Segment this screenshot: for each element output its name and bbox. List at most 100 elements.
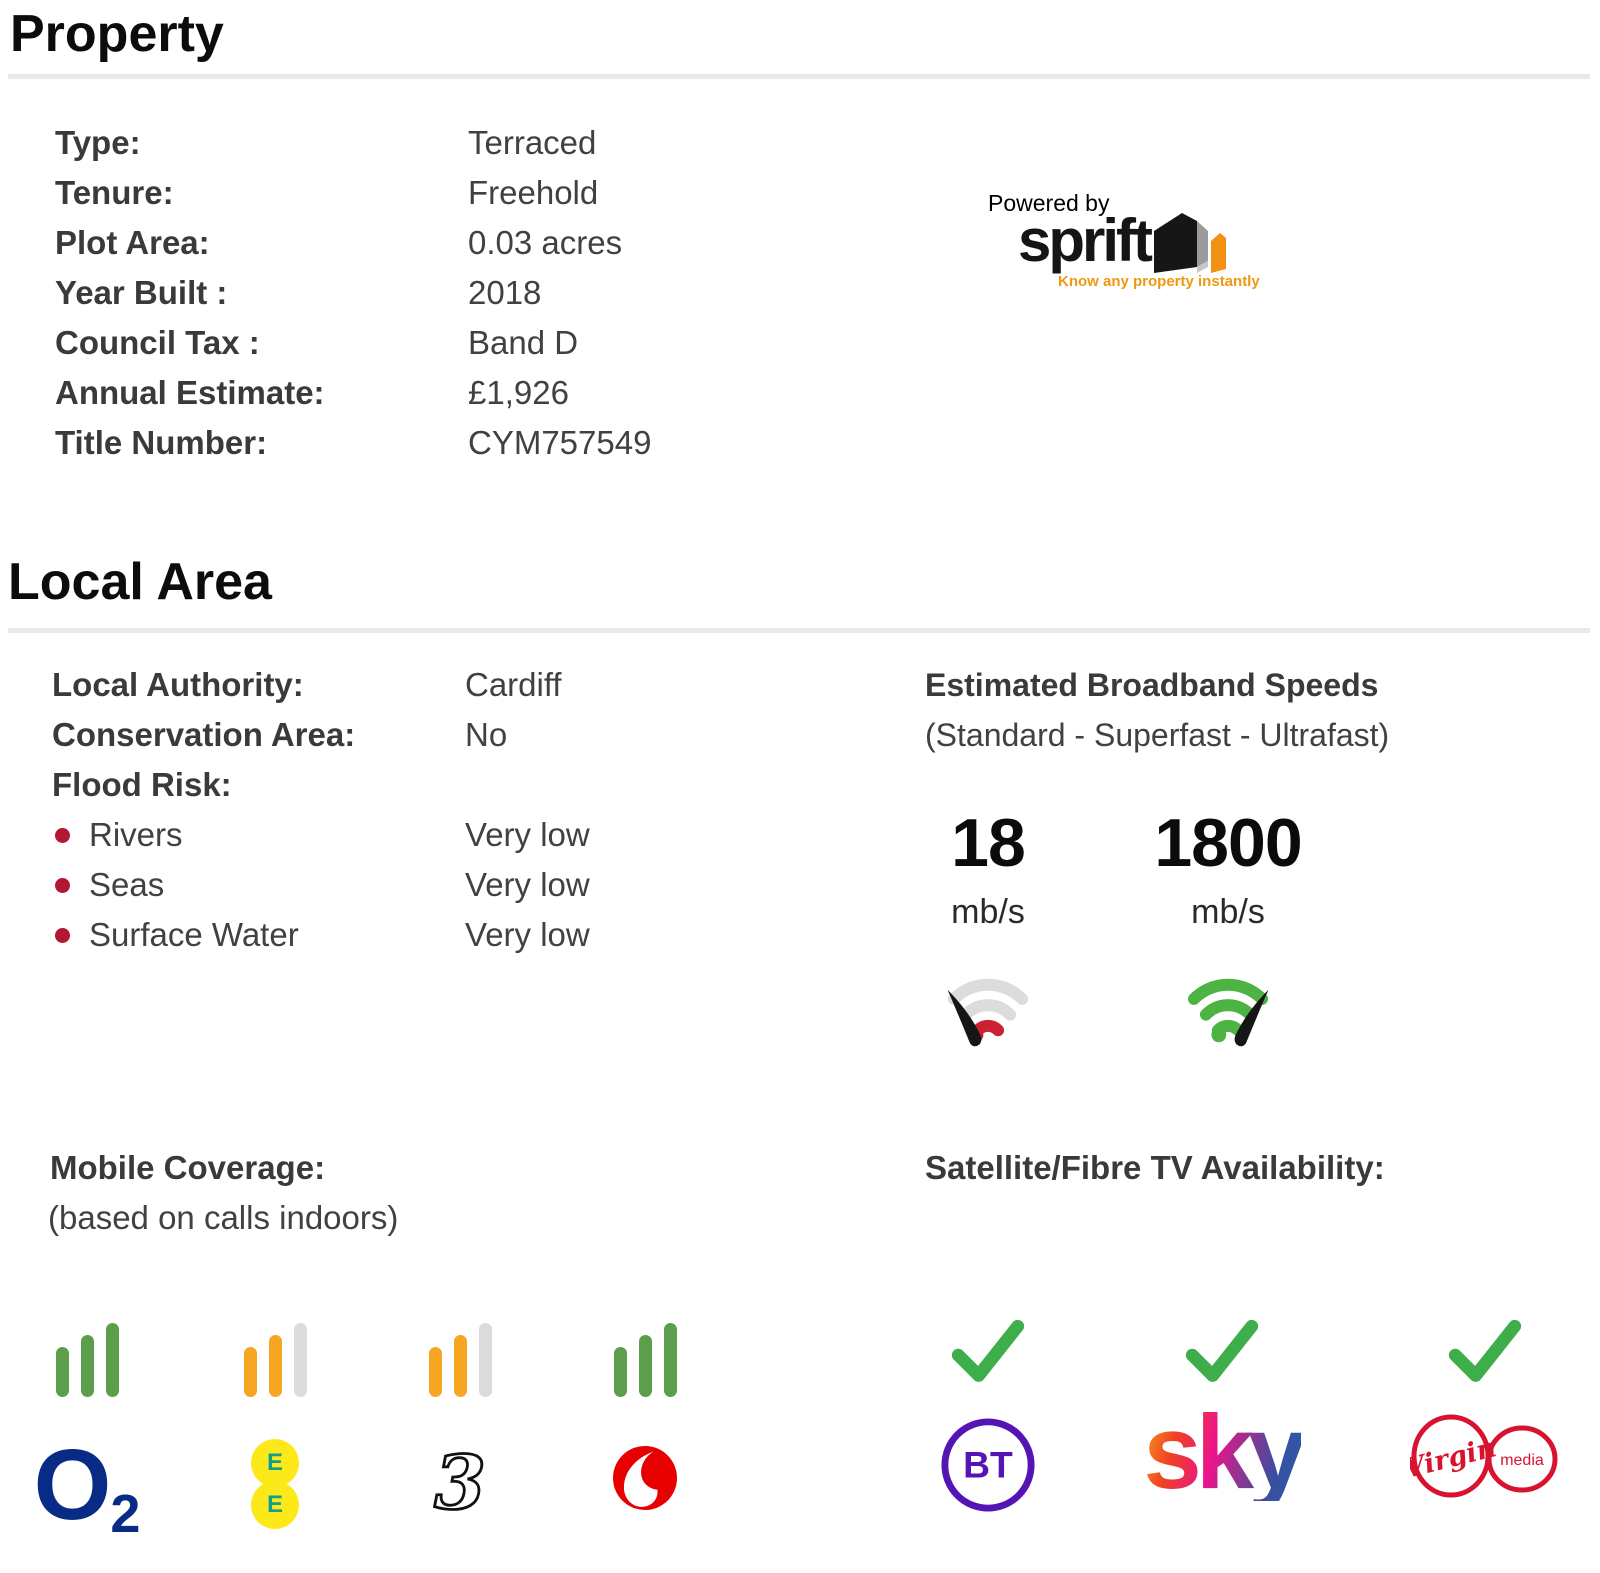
local-area-label: Local Authority: (52, 666, 304, 703)
check-icon (1446, 1316, 1524, 1384)
signal-bar (105, 1323, 119, 1397)
operator-vodafone (613, 1321, 677, 1519)
property-row: Council Tax : Band D (55, 318, 935, 368)
flood-risk-row: Seas Very low (52, 860, 932, 910)
operator-o2: O 2 (34, 1321, 140, 1541)
sprift-house-icon (1154, 213, 1226, 273)
broadband-title: Estimated Broadband Speeds (925, 666, 1379, 703)
property-label: Annual Estimate: (55, 374, 325, 411)
flood-risk-row: Surface Water Very low (52, 910, 932, 960)
signal-bar (478, 1323, 492, 1397)
flood-risk-bullet-icon (55, 927, 70, 943)
sprift-tagline: Know any property instantly (1058, 273, 1260, 290)
speed-value: 1800 (1154, 805, 1302, 881)
powered-by-label: Powered by (988, 190, 1110, 216)
tv-availability-title: Satellite/Fibre TV Availability: (925, 1149, 1385, 1186)
mobile-coverage-subtitle: (based on calls indoors) (48, 1199, 399, 1236)
tv-provider-bt: BT (903, 1316, 1073, 1514)
signal-bar (80, 1335, 94, 1397)
ee-logo-text: E (266, 1449, 283, 1476)
broadband-subtitle: (Standard - Superfast - Ultrafast) (925, 716, 1390, 753)
local-area-details-table: Local Authority: Cardiff Conservation Area… (52, 660, 932, 960)
signal-bars-o2 (55, 1321, 119, 1397)
flood-risk-label: Surface Water (89, 916, 299, 953)
o2-logo-subscript: 2 (110, 1484, 141, 1544)
property-value: Freehold (468, 174, 599, 211)
svg-text:3: 3 (434, 1440, 485, 1526)
tv-provider-sky: sky (1137, 1316, 1307, 1511)
signal-bar (613, 1347, 627, 1397)
flood-risk-label: Rivers (89, 816, 183, 853)
property-row: Year Built : 2018 (55, 268, 935, 318)
ee-circle: E (251, 1481, 299, 1529)
o2-logo: O 2 (34, 1435, 141, 1541)
property-value: 0.03 acres (468, 224, 623, 261)
property-label: Council Tax : (55, 324, 260, 361)
vodafone-logo (613, 1446, 677, 1510)
flood-risk-value: Very low (465, 866, 590, 903)
operator-three: 3 (428, 1321, 492, 1533)
signal-bars-three (428, 1321, 492, 1397)
property-row: Type: Terraced (55, 118, 935, 168)
broadband-panel: Estimated Broadband Speeds (Standard - S… (925, 660, 1465, 1047)
property-label: Title Number: (55, 424, 268, 461)
o2-logo-text: O (33, 1429, 112, 1541)
check-icon (1183, 1316, 1261, 1384)
flood-risk-value: Very low (465, 816, 590, 853)
local-area-row: Local Authority: Cardiff (52, 660, 932, 710)
svg-text:BT: BT (963, 1444, 1013, 1486)
property-section-title: Property (10, 5, 224, 63)
signal-bar (428, 1347, 442, 1397)
broadband-speed-ultrafast: 1800 mb/s (1118, 805, 1338, 1052)
property-value: Band D (468, 324, 579, 361)
sprift-logo: Powered by sprift Know any property inst… (965, 190, 1265, 290)
speed-value: 18 (951, 805, 1026, 881)
signal-bars-vodafone (613, 1321, 677, 1397)
check-icon (949, 1316, 1027, 1384)
bt-logo: BT (941, 1418, 1035, 1512)
sprift-brand-name: sprift (1018, 207, 1153, 274)
local-area-label: Conservation Area: (52, 716, 356, 753)
property-value: £1,926 (468, 374, 569, 411)
wifi-gauge-red-icon (878, 962, 1098, 1052)
local-area-section-title: Local Area (8, 553, 272, 611)
local-area-row: Conservation Area: No (52, 710, 932, 760)
section-divider (8, 74, 1590, 79)
property-details-table: Type: Terraced Tenure: Freehold Plot Area: 0.… (55, 118, 935, 468)
property-row: Title Number: CYM757549 (55, 418, 935, 468)
flood-risk-bullet-icon (55, 877, 70, 893)
signal-bar (243, 1347, 257, 1397)
speed-unit: mb/s (951, 893, 1025, 932)
property-label: Year Built : (55, 274, 228, 311)
sky-logo: sky (1143, 1394, 1306, 1511)
signal-bar (268, 1335, 282, 1397)
three-logo: 3 (433, 1439, 487, 1528)
flood-risk-value: Very low (465, 916, 590, 953)
wifi-gauge-green-icon (1118, 962, 1338, 1052)
signal-bar (453, 1335, 467, 1397)
property-label: Plot Area: (55, 224, 210, 261)
property-value: 2018 (468, 274, 542, 311)
svg-text:Virgin: Virgin (1410, 1432, 1499, 1485)
ee-logo-text: E (266, 1491, 283, 1518)
local-area-row: Flood Risk: (52, 760, 932, 810)
property-row: Plot Area: 0.03 acres (55, 218, 935, 268)
flood-risk-row: Rivers Very low (52, 810, 932, 860)
property-value: Terraced (468, 124, 597, 161)
tv-provider-virgin-media: Virgin media (1400, 1316, 1570, 1499)
property-label: Type: (55, 124, 141, 161)
section-divider (8, 628, 1590, 633)
local-area-value: No (465, 716, 508, 753)
signal-bar (663, 1323, 677, 1397)
property-row: Annual Estimate: £1,926 (55, 368, 935, 418)
local-area-label: Flood Risk: (52, 766, 232, 803)
signal-bars-ee (243, 1321, 307, 1397)
property-value: CYM757549 (468, 424, 652, 461)
svg-text:media: media (1500, 1452, 1544, 1469)
flood-risk-label: Seas (89, 866, 165, 903)
ee-circle: E (251, 1439, 299, 1487)
operator-ee: E E (243, 1321, 307, 1529)
property-label: Tenure: (55, 174, 174, 211)
property-row: Tenure: Freehold (55, 168, 935, 218)
